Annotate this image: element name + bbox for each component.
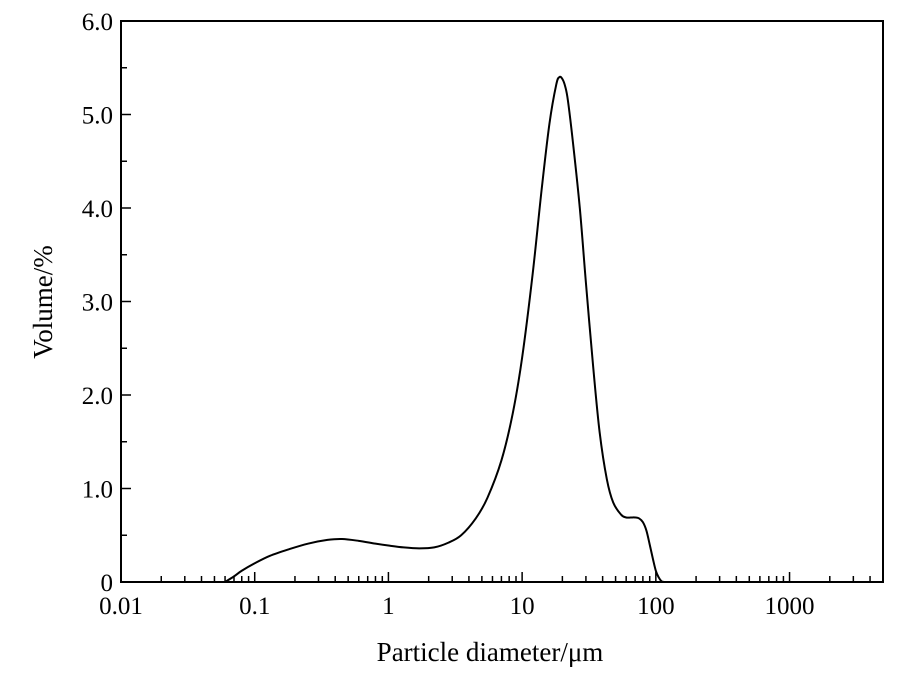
x-axis-ticks bbox=[120, 572, 884, 582]
x-tick-label: 1000 bbox=[765, 593, 815, 620]
series-line bbox=[224, 75, 665, 583]
y-tick-label: 2.0 bbox=[82, 383, 113, 410]
y-tick-label: 3.0 bbox=[82, 290, 113, 317]
y-tick-label: 4.0 bbox=[82, 196, 113, 223]
x-tick-label: 100 bbox=[637, 593, 675, 620]
y-tick-label: 6.0 bbox=[82, 9, 113, 36]
x-axis-tick-labels: 0.01 0.1 1 10 100 1000 bbox=[99, 593, 814, 620]
y-tick-label: 5.0 bbox=[82, 103, 113, 130]
plot-frame bbox=[120, 20, 884, 583]
x-tick-label: 0.01 bbox=[99, 593, 143, 620]
y-tick-label: 1.0 bbox=[82, 477, 113, 504]
x-axis-title: Particle diameter/μm bbox=[377, 637, 604, 667]
y-axis-tick-labels: 0 1.0 2.0 3.0 4.0 5.0 6.0 bbox=[82, 9, 113, 597]
x-tick-label: 1 bbox=[382, 593, 395, 620]
x-tick-label: 10 bbox=[510, 593, 535, 620]
y-axis-title: Volume/% bbox=[28, 245, 58, 359]
y-axis-ticks bbox=[121, 20, 131, 583]
series-layer bbox=[224, 75, 665, 583]
y-tick-label: 0 bbox=[101, 570, 114, 597]
x-tick-label: 0.1 bbox=[239, 593, 270, 620]
